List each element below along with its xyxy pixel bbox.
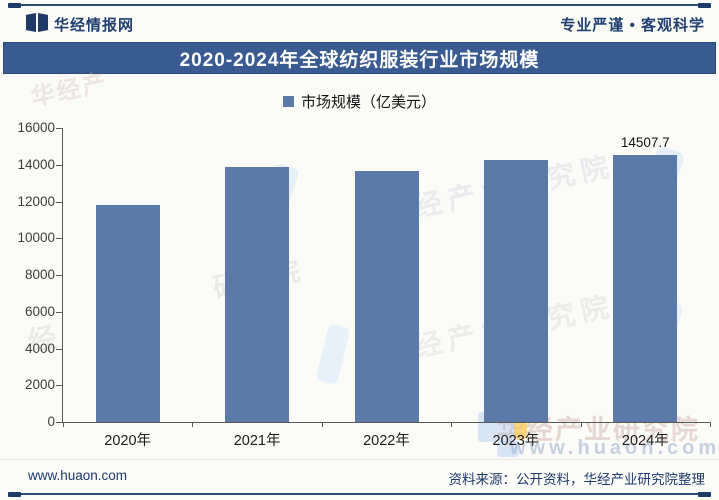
y-axis-tick-label: 16000 — [17, 120, 55, 135]
brand-name: 华经情报网 — [54, 17, 135, 34]
chart-title-bar: 2020-2024年全球纺织服装行业市场规模 — [3, 42, 716, 74]
bottom-border-right-cap — [698, 491, 711, 497]
y-axis-tick-mark — [56, 422, 62, 423]
y-axis-tick-label: 8000 — [24, 267, 55, 282]
footer-divider — [0, 459, 719, 460]
x-axis-category-label: 2022年 — [363, 433, 410, 449]
y-axis-tick-label: 14000 — [17, 156, 55, 172]
y-axis-tick-mark — [56, 275, 62, 276]
y-axis-tick-label: 10000 — [17, 230, 55, 246]
y-axis-tick-mark — [56, 348, 62, 350]
x-axis-category-label: 2023年 — [492, 433, 540, 449]
y-axis-tick-mark — [56, 164, 62, 166]
huajing-logo-icon — [26, 13, 48, 32]
top-border-right-cap — [698, 2, 711, 8]
bar-2024年 — [613, 155, 678, 422]
y-axis-tick-label: 6000 — [24, 303, 55, 319]
y-axis-line — [62, 128, 63, 422]
bar-2023年 — [483, 160, 548, 422]
x-axis-category-label: 2020年 — [104, 433, 152, 449]
top-border-line — [8, 4, 711, 6]
y-axis-tick-mark — [56, 311, 62, 313]
watermark-shape — [315, 323, 351, 385]
bar-value-label: 14507.7 — [620, 135, 670, 151]
y-axis-tick-label: 2000 — [24, 377, 55, 393]
x-axis-tick-mark — [63, 422, 64, 427]
x-axis-tick-mark — [321, 422, 323, 427]
x-axis-tick-mark — [710, 422, 711, 427]
x-axis-line — [62, 422, 711, 423]
bar-2020年 — [95, 205, 160, 422]
bottom-border-left-cap — [8, 491, 21, 497]
legend-marker-icon — [282, 96, 294, 107]
bar-2022年 — [354, 170, 419, 422]
legend-label: 市场规模（亿美元） — [300, 94, 436, 111]
legend: 市场规模（亿美元） — [0, 91, 719, 112]
y-axis-tick-mark — [56, 385, 62, 387]
watermark-text: 华经产 — [28, 69, 111, 112]
y-axis-tick-mark — [56, 238, 62, 240]
header-slogan: 专业严谨 • 客观科学 — [560, 17, 705, 34]
footer-source-note: 资料来源：公开资料，华经产业研究院整理 — [448, 472, 706, 487]
x-axis-tick-mark — [451, 422, 453, 427]
footer-site-link[interactable]: www.huaon.com — [28, 468, 128, 483]
y-axis-tick-mark — [56, 201, 62, 203]
x-axis-tick-mark — [580, 422, 582, 427]
top-border-left-cap — [8, 2, 21, 8]
x-axis-tick-mark — [192, 422, 194, 427]
x-axis-category-label: 2021年 — [233, 433, 281, 449]
chart-title: 2020-2024年全球纺织服装行业市场规模 — [179, 49, 540, 71]
bottom-border-line — [8, 493, 711, 495]
y-axis-tick-mark — [56, 128, 62, 129]
y-axis-tick-label: 0 — [47, 414, 55, 429]
y-axis-tick-label: 4000 — [24, 340, 55, 356]
x-axis-category-label: 2024年 — [621, 433, 669, 449]
bar-2021年 — [225, 166, 290, 422]
y-axis-tick-label: 12000 — [17, 193, 55, 209]
